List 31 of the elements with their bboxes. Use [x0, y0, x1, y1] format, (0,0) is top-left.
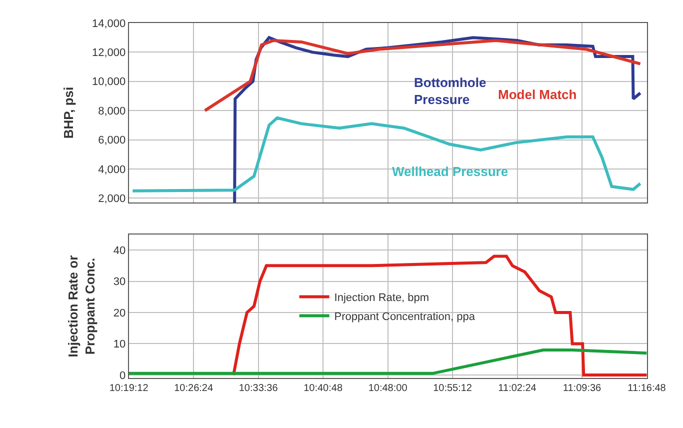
x-tick-label: 10:48:00 [368, 383, 408, 394]
y-axis-title: Injection Rate or Proppant Conc. [65, 255, 98, 358]
y-axis-title: BHP, psi [60, 86, 76, 139]
y-tick-label: 20 [113, 307, 126, 320]
text: Bottomhole Pressure [414, 75, 486, 107]
text: Model Match [498, 87, 577, 102]
series-label: Wellhead Pressure [392, 164, 508, 179]
y-tick-label: 6,000 [98, 134, 126, 147]
y-tick-label: 0 [120, 370, 126, 382]
y-tick-label: 2,000 [98, 193, 126, 205]
x-tick-label: 11:02:24 [498, 383, 537, 394]
y-tick-label: 40 [113, 244, 126, 257]
y-tick-label: 30 [113, 276, 126, 288]
x-tick-label: 10:33:36 [238, 383, 278, 394]
y-tick-label: 4,000 [98, 164, 126, 176]
y-tick-label: 10,000 [92, 76, 126, 88]
y-tick-label: 10 [113, 338, 126, 351]
line-series [203, 39, 642, 112]
line-series [131, 116, 642, 192]
x-tick-label: 10:40:48 [304, 383, 343, 394]
x-tick-label: 11:09:36 [562, 383, 602, 394]
x-tick-label: 10:19:12 [109, 383, 149, 394]
x-tick-label: 11:16:48 [628, 383, 666, 394]
y-tick-label: 12,000 [92, 47, 126, 60]
legend-label: Proppant Concentration, ppa [334, 311, 476, 324]
line-series [232, 254, 647, 376]
legend-label: Injection Rate, bpm [334, 292, 430, 304]
x-tick-label: 10:26:24 [174, 383, 214, 394]
x-tick-label: 10:55:12 [433, 383, 472, 394]
y-tick-label: 14,000 [92, 18, 126, 30]
y-tick-label: 8,000 [98, 105, 126, 118]
